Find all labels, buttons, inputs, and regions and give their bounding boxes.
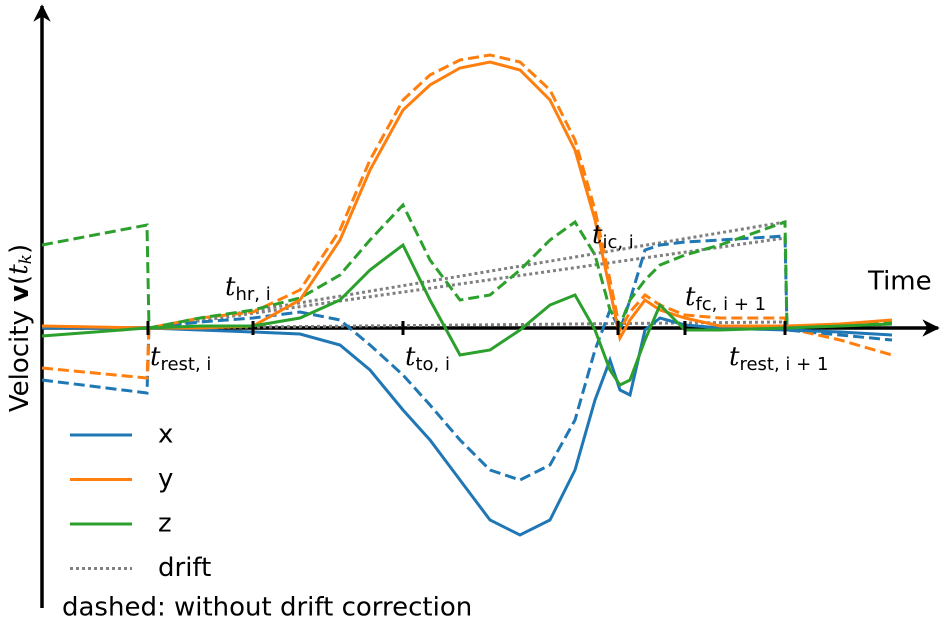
y-label-vector: v [5,285,35,302]
event-symbol: t [729,342,740,372]
y-label-var: t [4,264,34,275]
drift-line [148,236,786,330]
legend-label: z [158,509,172,539]
event-label: tto, i [405,342,450,375]
legend-label: drift [158,553,211,583]
event-subscript: ic, i [602,232,633,253]
uncorrected-line [41,202,893,330]
event-symbol: t [150,342,161,372]
event-label: tfc, i + 1 [685,282,766,315]
event-symbol: t [405,342,416,372]
event-label: thr, i [225,272,271,305]
event-subscript: rest, i [160,354,211,375]
y-label-text: Velocity [5,302,35,412]
uncorrected-line [41,53,893,380]
legend-label: x [158,420,173,450]
y-label-paren: ) [5,244,35,254]
event-subscript: hr, i [235,284,270,305]
event-subscript: fc, i + 1 [695,294,766,315]
event-symbol: t [592,220,603,250]
series-line [41,242,893,387]
event-subscript: rest, i + 1 [739,354,828,375]
y-label-sub: k [16,254,36,264]
event-symbol: t [685,282,696,312]
event-subscript: to, i [415,354,450,375]
event-label: tic, i [592,220,634,253]
legend-label: y [158,464,173,494]
event-label: trest, i + 1 [729,342,828,375]
note: dashed: without drift correction [62,593,472,621]
event-symbol: t [225,272,236,302]
event-label: trest, i [150,342,211,375]
y-label-paren: ( [5,275,35,285]
x-axis-label: Time [867,267,932,297]
series-line [41,60,893,343]
y-axis-label: Velocity v(tk) [4,244,36,412]
series-line [42,316,893,537]
